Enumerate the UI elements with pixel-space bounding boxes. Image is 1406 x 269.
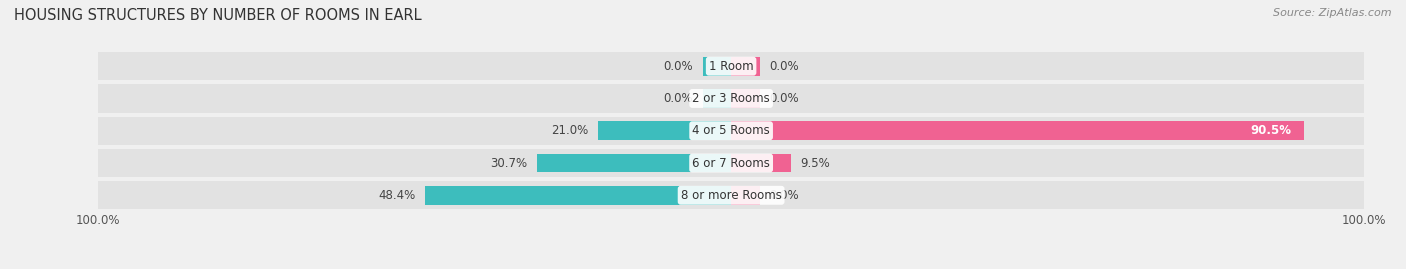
Bar xyxy=(599,121,731,140)
Bar xyxy=(98,149,1364,177)
Bar xyxy=(537,154,731,172)
Text: 0.0%: 0.0% xyxy=(769,92,799,105)
Bar xyxy=(731,154,792,172)
Text: 1 Room: 1 Room xyxy=(709,60,754,73)
Bar xyxy=(98,84,1364,113)
Text: 0.0%: 0.0% xyxy=(769,189,799,202)
Text: 8 or more Rooms: 8 or more Rooms xyxy=(681,189,782,202)
Text: 4 or 5 Rooms: 4 or 5 Rooms xyxy=(692,124,770,137)
Bar xyxy=(98,52,1364,80)
Text: 0.0%: 0.0% xyxy=(769,60,799,73)
Bar xyxy=(731,57,759,76)
Bar xyxy=(731,186,759,205)
Text: 90.5%: 90.5% xyxy=(1250,124,1291,137)
Text: 6 or 7 Rooms: 6 or 7 Rooms xyxy=(692,157,770,169)
Bar xyxy=(98,116,1364,145)
Text: 48.4%: 48.4% xyxy=(378,189,415,202)
Bar xyxy=(731,89,759,108)
Text: 2 or 3 Rooms: 2 or 3 Rooms xyxy=(692,92,770,105)
Bar xyxy=(731,121,1303,140)
Text: 0.0%: 0.0% xyxy=(664,60,693,73)
Text: 21.0%: 21.0% xyxy=(551,124,589,137)
Bar xyxy=(703,57,731,76)
Text: 0.0%: 0.0% xyxy=(664,92,693,105)
Bar xyxy=(425,186,731,205)
Text: 9.5%: 9.5% xyxy=(800,157,831,169)
Text: Source: ZipAtlas.com: Source: ZipAtlas.com xyxy=(1274,8,1392,18)
Bar xyxy=(98,181,1364,210)
Text: 30.7%: 30.7% xyxy=(491,157,527,169)
Bar xyxy=(703,89,731,108)
Text: HOUSING STRUCTURES BY NUMBER OF ROOMS IN EARL: HOUSING STRUCTURES BY NUMBER OF ROOMS IN… xyxy=(14,8,422,23)
